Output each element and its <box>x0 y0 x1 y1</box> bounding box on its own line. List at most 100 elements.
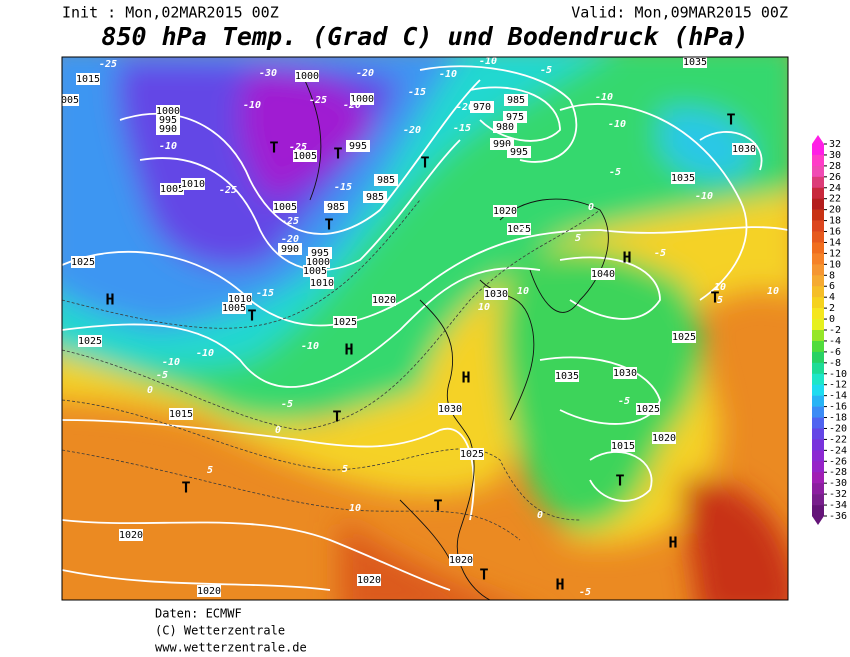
colorbar-label: -32 <box>829 489 847 500</box>
isobar-label-box <box>732 143 756 155</box>
isobar-label: 1020 <box>493 206 517 217</box>
isobar-label-box <box>507 223 531 235</box>
isobar-label-box <box>484 288 508 300</box>
colorbar-label: 32 <box>829 139 841 150</box>
isobar-label-box <box>503 111 527 123</box>
isotherm-label: 0 <box>275 425 281 436</box>
isotherm-label: -25 <box>289 142 307 153</box>
isobar-label-box <box>324 201 348 213</box>
isobar-label: 1020 <box>652 433 676 444</box>
isobar-label-box <box>671 172 695 184</box>
isotherm-label: -25 <box>281 216 299 227</box>
isobar-label-box <box>222 302 246 314</box>
isotherm-label: -10 <box>595 92 613 103</box>
isobar-label: 995 <box>311 248 329 259</box>
isotherm-label: -20 <box>356 68 374 79</box>
map-frame <box>61 56 789 601</box>
isobar-label: 1020 <box>372 295 396 306</box>
isobar-label: 990 <box>281 244 299 255</box>
isobar-label-box <box>504 94 528 106</box>
isobar-label-box <box>169 408 193 420</box>
colorbar-label: -18 <box>829 413 847 424</box>
isotherm-label: 5 <box>575 233 581 244</box>
isobar-label-box <box>363 191 387 203</box>
isobar-label: 995 <box>159 115 177 126</box>
isobar-label: 1005 <box>303 266 327 277</box>
isotherm-label: -30 <box>259 68 277 79</box>
colorbar-label: -24 <box>829 445 847 456</box>
isobar-label: 1005 <box>160 184 184 195</box>
isotherm-label: -5 <box>609 167 621 178</box>
isobar-label: 1020 <box>119 530 143 541</box>
colorbar: 32302826242220181614121086420-2-4-6-8-10… <box>812 135 847 525</box>
isotherm-label: -20 <box>343 100 361 111</box>
colorbar-segment <box>812 417 824 429</box>
colorbar-label: -20 <box>829 423 847 434</box>
footer-url: www.wetterzentrale.de <box>155 641 307 655</box>
isotherm-label: -5 <box>540 65 552 76</box>
isotherm-label: -10 <box>196 348 214 359</box>
pressure-center: T <box>710 289 719 307</box>
isobar-label-box <box>310 277 334 289</box>
colorbar-segment <box>812 395 824 407</box>
isobar-label-box <box>273 201 297 213</box>
colorbar-segment <box>812 253 824 265</box>
isotherm-label: -20 <box>281 234 299 245</box>
isobar-label: 1015 <box>169 409 193 420</box>
colorbar-label: -14 <box>829 391 847 402</box>
colorbar-segment <box>812 187 824 200</box>
isotherm-label: -10 <box>479 56 497 67</box>
isotherm-label: 10 <box>714 282 726 293</box>
isobar-label-box <box>119 529 143 541</box>
colorbar-segment <box>812 330 824 342</box>
isotherm-label: -5 <box>514 225 526 236</box>
isobar-label: 975 <box>506 112 524 123</box>
colorbar-label: 24 <box>829 183 841 194</box>
isobar-label: 1020 <box>197 586 221 597</box>
isobar-label-box <box>374 174 398 186</box>
footer-copyright: (C) Wetterzentrale <box>155 624 285 638</box>
isobar-label-box <box>197 585 221 597</box>
isotherm-label: -10 <box>608 119 626 130</box>
isobar-label-box <box>295 70 319 82</box>
isobar-label: 990 <box>159 124 177 135</box>
isotherm-label: -25 <box>99 59 117 70</box>
footer-source: Daten: ECMWF <box>155 607 242 621</box>
isobar-label-box <box>350 93 374 105</box>
colorbar-label: 6 <box>829 281 835 292</box>
isobar-label: 1030 <box>484 289 508 300</box>
colorbar-segment <box>812 406 824 418</box>
colorbar-label: 22 <box>829 194 841 205</box>
isobars <box>62 65 788 591</box>
colorbar-segment <box>812 198 824 210</box>
isotherm-label: -5 <box>156 370 168 381</box>
isobar-label-box <box>181 178 205 190</box>
colorbar-label: 20 <box>829 205 841 216</box>
isotherm-label: -15 <box>334 182 352 193</box>
isotherm-label: 0 <box>147 385 153 396</box>
pressure-center: T <box>433 497 442 515</box>
pressure-center: T <box>247 307 256 325</box>
isobar-label-box <box>438 403 462 415</box>
isobar-label-box <box>293 150 317 162</box>
colorbar-segment <box>812 351 824 364</box>
isotherm-label: -15 <box>453 123 471 134</box>
isotherm-label: -5 <box>654 248 666 259</box>
isotherm-label: -5 <box>579 587 591 598</box>
isobar-label: 985 <box>507 95 525 106</box>
isobar-label-box <box>470 101 494 113</box>
isobar-label-box <box>672 331 696 343</box>
isobar-label: 1015 <box>611 441 635 452</box>
isobar-label-box <box>156 123 180 135</box>
colorbar-bottom-arrow <box>812 516 824 525</box>
colorbar-segment <box>812 297 824 309</box>
colorbar-label: 28 <box>829 161 841 172</box>
colorbar-label: -22 <box>829 434 847 445</box>
isobar-label-box <box>493 121 517 133</box>
isobar-label: 1010 <box>310 278 334 289</box>
isobar-label-box <box>507 146 531 158</box>
colorbar-segment <box>812 340 824 353</box>
isobar-label: 1000 <box>306 257 330 268</box>
isobar-label: 1005 <box>222 303 246 314</box>
isobar-label: 985 <box>366 192 384 203</box>
